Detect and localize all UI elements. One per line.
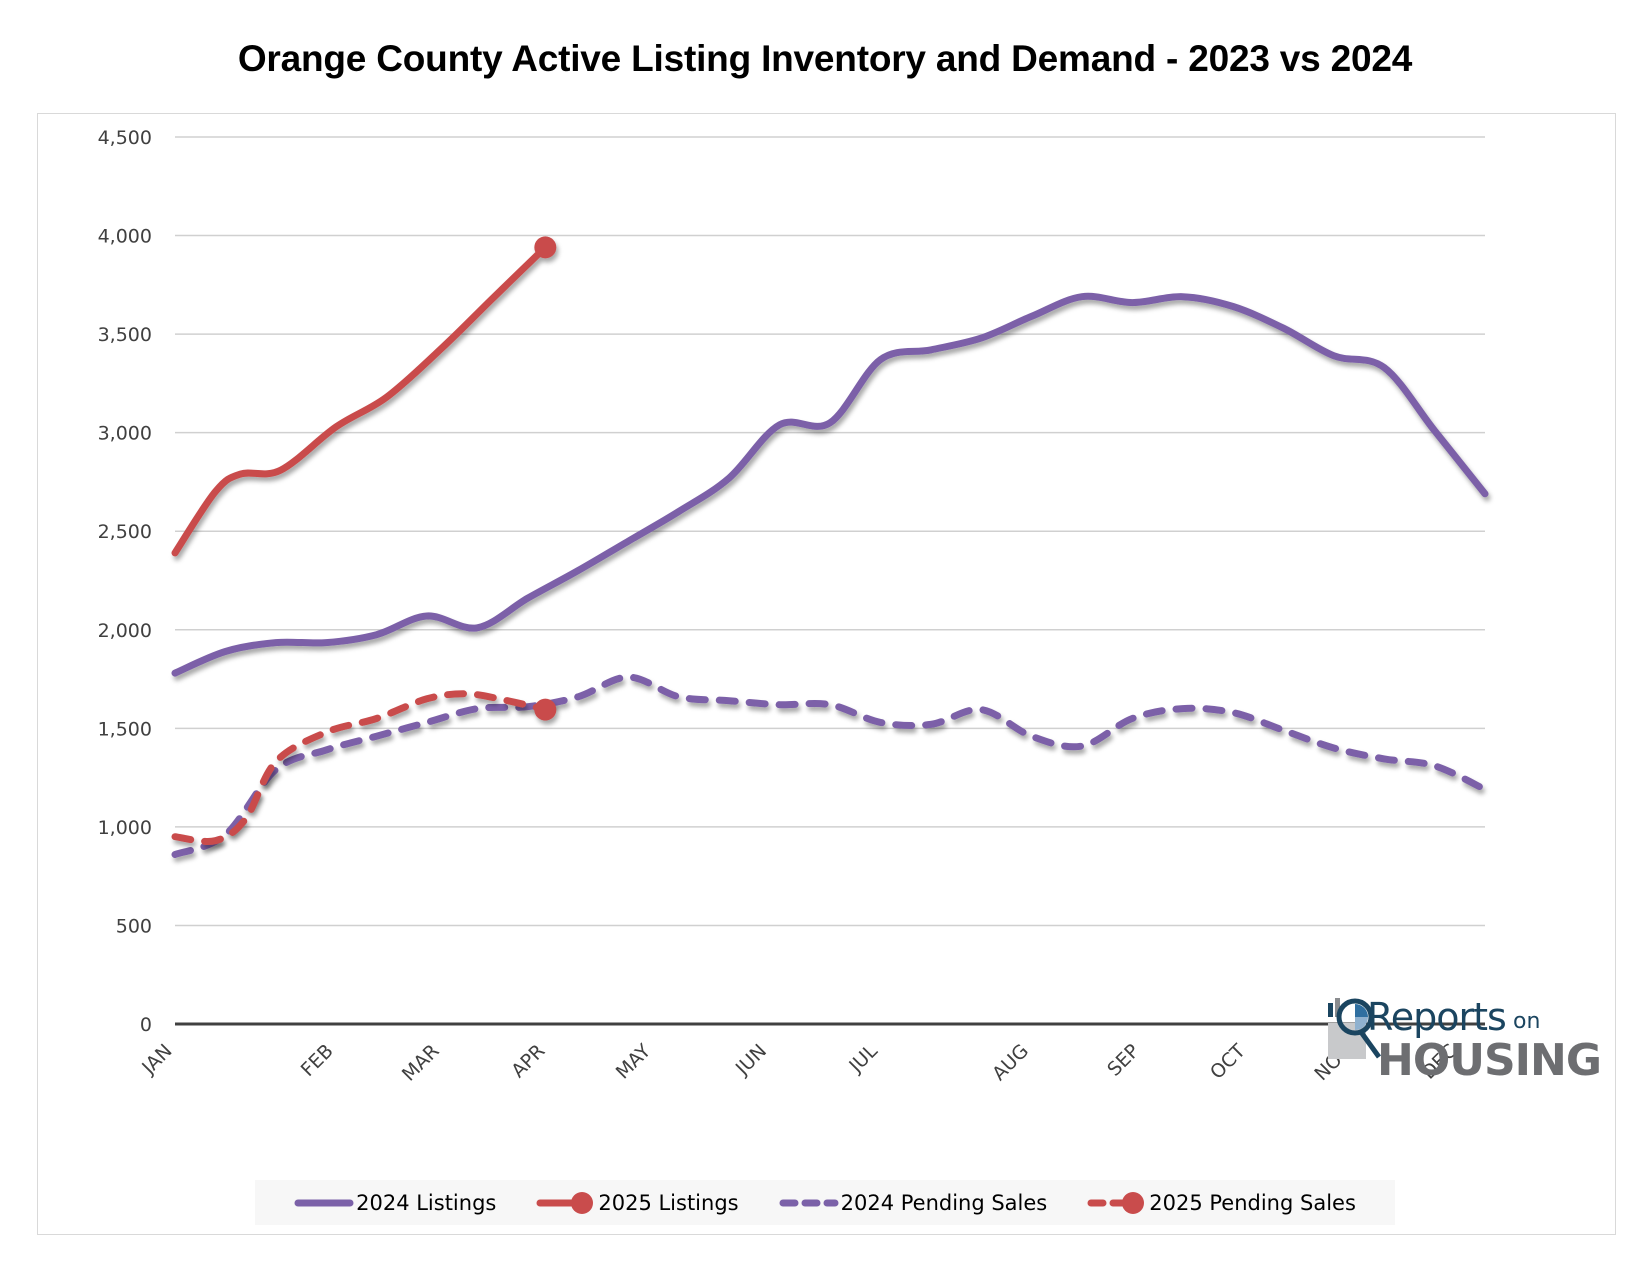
series-group [171,236,1489,858]
y-tick-label: 2,000 [98,620,152,642]
gridlines [175,136,1485,927]
x-tick-label: JUN [731,1040,771,1080]
logo-text-on: on [1513,1009,1541,1034]
x-tick-label: JUL [844,1040,882,1078]
chart-legend: 2024 Listings 2025 Listings 2024 Pending S… [255,1180,1395,1225]
y-tick-label: 1,000 [98,817,152,839]
series-line-2025-listings [171,243,549,557]
logo-text-housing: HOUSING [1377,1035,1602,1086]
legend-item: 2024 Pending Sales [779,1188,1048,1218]
legend-item: 2025 Pending Sales [1087,1188,1356,1218]
series-2024-listings [171,292,1489,677]
series-2024-pending-sales [171,673,1489,858]
series-2025-pending-sales [171,690,557,845]
legend-label: 2024 Pending Sales [840,1190,1048,1215]
y-tick-label: 3,500 [98,324,152,346]
y-tick-label: 4,000 [98,226,152,248]
series-line-2024-pending-sales [171,673,1489,858]
legend-swatch-icon [536,1191,594,1214]
magnifier-chart-icon [1328,998,1382,1059]
legend-swatch-icon [294,1199,354,1206]
x-tick-label: APR [507,1040,549,1082]
y-axis-ticks: 0 500 1,000 1,500 2,000 2,500 3,000 3,500 4,000 4… [98,127,152,1036]
legend-label: 2024 Listings [356,1190,497,1215]
legend-item: 2024 Listings [294,1188,496,1218]
legend-swatch-icon [779,1199,839,1206]
legend-swatch-icon [1087,1191,1145,1214]
logo-text-reports: Reports [1367,995,1507,1039]
series-2025-listings [171,236,557,557]
chart-title: Orange County Active Listing Inventory a… [237,38,1413,79]
series-line-2024-listings [171,292,1489,677]
y-tick-label: 500 [116,915,152,937]
series-end-marker-2025-pending-sales [534,698,557,721]
x-tick-label: FEB [297,1040,338,1081]
x-axis-ticks: JAN FEB MAR APR MAY JUN JUL AUG SEP OCT NOV DEC [137,1040,1461,1086]
y-tick-label: 3,000 [98,423,152,445]
x-tick-label: JAN [137,1040,176,1079]
series-line-2025-pending-sales [171,690,549,845]
series-end-marker-2025-listings [534,236,557,259]
y-tick-label: 2,500 [98,521,152,543]
legend-item: 2025 Listings [536,1188,739,1218]
x-tick-label: MAY [612,1040,656,1084]
reports-on-housing-logo: Reports on HOUSING [1325,995,1602,1086]
y-tick-label: 1,500 [98,718,152,740]
legend-label: 2025 Pending Sales [1149,1190,1356,1215]
y-tick-label: 0 [140,1014,152,1036]
x-tick-label: OCT [1206,1040,1250,1084]
x-tick-label: MAR [398,1040,444,1086]
x-tick-label: AUG [988,1040,1033,1085]
y-tick-label: 4,500 [98,127,152,149]
legend-label: 2025 Listings [598,1190,739,1215]
x-tick-label: SEP [1103,1040,1144,1081]
